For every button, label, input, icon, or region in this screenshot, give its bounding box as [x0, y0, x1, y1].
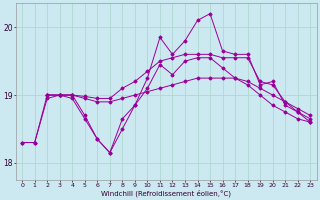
X-axis label: Windchill (Refroidissement éolien,°C): Windchill (Refroidissement éolien,°C) — [101, 189, 231, 197]
